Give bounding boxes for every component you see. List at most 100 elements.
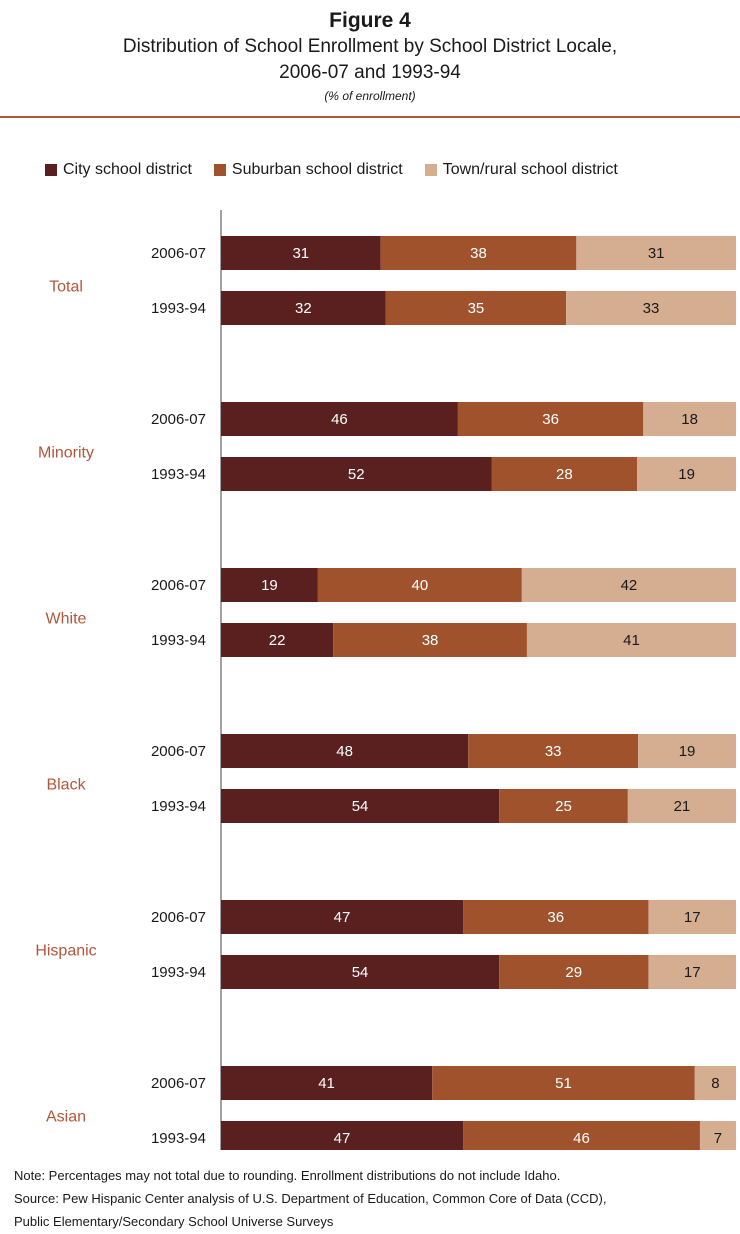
group-label-asian: Asian: [46, 1109, 86, 1126]
bar-segment-rural: [566, 291, 736, 325]
bar-segment-suburban: [468, 734, 639, 768]
year-label: 1993-94: [151, 1130, 206, 1147]
bar-segment-city: [221, 900, 464, 934]
bar-segment-rural: [576, 236, 736, 270]
bar-value-label: 31: [292, 245, 309, 262]
stacked-bar-chart: Total 2006-07 31 38 31 1993-94 32 35 33 Minority 2…: [35, 210, 736, 1150]
chart-legend: City school district Suburban school dis…: [45, 157, 725, 183]
bar-value-label: 17: [684, 909, 701, 926]
bar-segment-suburban: [457, 402, 644, 436]
group-label-white: White: [46, 611, 87, 628]
year-label: 1993-94: [151, 798, 206, 815]
year-label: 2006-07: [151, 577, 206, 594]
bar-value-label: 36: [542, 411, 559, 428]
bar-value-label: 36: [547, 909, 564, 926]
bar-value-label: 7: [714, 1130, 722, 1147]
year-label: 1993-94: [151, 466, 206, 483]
bar-value-label: 33: [643, 300, 660, 317]
figure-title-line1: Distribution of School Enrollment by Sch…: [122, 36, 618, 57]
bar-segment-rural: [699, 1121, 736, 1150]
bar-segment-rural: [694, 1066, 736, 1100]
legend-item-rural: Town/rural school district: [424, 161, 618, 179]
bar-segment-suburban: [499, 955, 649, 989]
year-label: 1993-94: [151, 300, 206, 317]
group-label-black: Black: [46, 777, 86, 794]
bar-value-label: 28: [556, 466, 573, 483]
bar-segment-suburban: [463, 900, 649, 934]
year-label: 2006-07: [151, 1075, 206, 1092]
year-label: 2006-07: [151, 909, 206, 926]
year-label: 1993-94: [151, 964, 206, 981]
bar-value-label: 51: [555, 1075, 572, 1092]
bar-value-label: 48: [336, 743, 353, 760]
legend-swatch-city: [45, 164, 57, 176]
source-text-line2: Public Elementary/Secondary School Unive…: [14, 1214, 334, 1229]
bar-value-label: 54: [352, 964, 369, 981]
bar-segment-city: [221, 402, 458, 436]
bar-value-label: 42: [621, 577, 638, 594]
bar-value-label: 19: [679, 743, 696, 760]
bar-segment-suburban: [432, 1066, 695, 1100]
bar-value-label: 46: [331, 411, 348, 428]
bar-segment-rural: [521, 568, 736, 602]
bar-segment-suburban: [463, 1121, 700, 1150]
bar-value-label: 19: [261, 577, 278, 594]
year-label: 2006-07: [151, 411, 206, 428]
figure-label: Figure 4: [329, 9, 411, 32]
legend-swatch-suburban: [213, 164, 226, 176]
bar-segment-rural: [638, 734, 736, 768]
bar-segment-rural: [526, 623, 736, 657]
bar-value-label: 40: [412, 577, 429, 594]
bar-value-label: 38: [470, 245, 487, 262]
year-label: 2006-07: [151, 245, 206, 262]
bar-value-label: 17: [684, 964, 701, 981]
bar-value-label: 35: [468, 300, 485, 317]
note-text: Note: Percentages may not total due to r…: [14, 1168, 561, 1183]
bar-value-label: 22: [269, 632, 286, 649]
bar-segment-city: [221, 623, 334, 657]
bar-segment-suburban: [491, 457, 638, 491]
group-label-total: Total: [49, 279, 83, 296]
bar-segment-city: [221, 955, 500, 989]
bar-value-label: 25: [555, 798, 572, 815]
bar-segment-rural: [648, 955, 736, 989]
bar-value-label: 47: [334, 1130, 351, 1147]
bar-segment-rural: [643, 402, 736, 436]
source-text-line1: Source: Pew Hispanic Center analysis of …: [14, 1191, 607, 1206]
legend-label-city: City school district: [63, 161, 192, 178]
bar-value-label: 8: [711, 1075, 719, 1092]
bar-value-label: 41: [318, 1075, 335, 1092]
bar-segment-city: [221, 734, 469, 768]
bar-value-label: 18: [681, 411, 698, 428]
year-label: 1993-94: [151, 632, 206, 649]
figure-title-line2: 2006-07 and 1993-94: [279, 62, 461, 83]
bar-segment-city: [221, 568, 318, 602]
bar-value-label: 52: [348, 466, 365, 483]
bar-segment-suburban: [380, 236, 577, 270]
bar-value-label: 32: [295, 300, 312, 317]
bar-segment-rural: [648, 900, 736, 934]
figure-subtitle: (% of enrollment): [324, 89, 416, 103]
bar-value-label: 46: [573, 1130, 590, 1147]
bar-segment-city: [221, 291, 386, 325]
chart-notes: Note: Percentages may not total due to r…: [14, 1164, 734, 1233]
bar-value-label: 41: [623, 632, 640, 649]
bar-value-label: 31: [648, 245, 665, 262]
group-label-hispanic: Hispanic: [35, 943, 96, 960]
bar-segment-city: [221, 1066, 433, 1100]
bar-segment-rural: [637, 457, 736, 491]
legend-label-suburban: Suburban school district: [231, 161, 403, 178]
bar-segment-suburban: [317, 568, 522, 602]
group-label-minority: Minority: [38, 445, 94, 462]
legend-swatch-rural: [424, 164, 437, 176]
bar-segment-city: [221, 457, 492, 491]
bar-segment-city: [221, 236, 381, 270]
bar-segment-city: [221, 789, 500, 823]
year-label: 2006-07: [151, 743, 206, 760]
bar-segment-suburban: [499, 789, 628, 823]
figure-header: Figure 4 Distribution of School Enrollme…: [0, 0, 740, 118]
legend-item-city: City school district: [45, 161, 192, 179]
bar-segment-city: [221, 1121, 464, 1150]
bar-segment-suburban: [333, 623, 527, 657]
bar-value-label: 19: [678, 466, 695, 483]
